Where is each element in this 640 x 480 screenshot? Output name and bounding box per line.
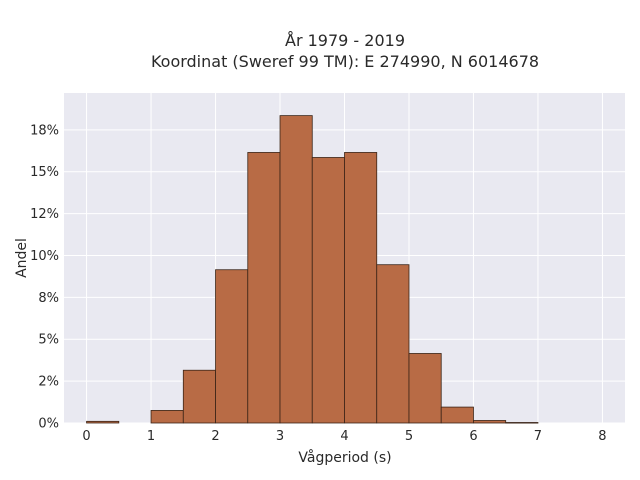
y-tick-label-1: 2% <box>38 375 59 390</box>
bar-2 <box>150 410 184 424</box>
x-tick-label-5: 5 <box>405 429 413 444</box>
bar-4 <box>215 269 249 424</box>
y-tick-label-6: 15% <box>30 165 59 180</box>
x-tick-label-1: 1 <box>147 429 155 444</box>
x-tick-label-6: 6 <box>469 429 477 444</box>
bar-6 <box>279 115 313 424</box>
bar-0 <box>86 420 120 424</box>
x-axis-label: Vågperiod (s) <box>298 449 391 466</box>
y-tick-label-5: 12% <box>30 207 59 222</box>
bar-11 <box>440 406 474 424</box>
y-ticks: 0% 2% 5% 8% 10% 12% 15% 18% <box>30 123 59 431</box>
y-tick-label-0: 0% <box>38 417 59 432</box>
x-tick-label-2: 2 <box>211 429 219 444</box>
x-tick-label-8: 8 <box>598 429 606 444</box>
bar-8 <box>344 152 378 424</box>
bar-10 <box>408 353 442 424</box>
bar-13 <box>505 422 539 424</box>
x-tick-label-4: 4 <box>340 429 348 444</box>
x-tick-label-7: 7 <box>534 429 542 444</box>
y-axis-label: Andel <box>14 238 30 278</box>
bar-9 <box>376 264 410 424</box>
x-ticks: 0 1 2 3 4 5 6 7 8 <box>82 429 606 444</box>
x-tick-label-3: 3 <box>276 429 284 444</box>
bars <box>86 115 539 424</box>
x-tick-label-0: 0 <box>82 429 90 444</box>
bar-3 <box>182 369 216 424</box>
y-tick-label-2: 5% <box>38 333 59 348</box>
y-tick-label-3: 8% <box>38 291 59 306</box>
y-tick-label-4: 10% <box>30 249 59 264</box>
chart-title-line2: Koordinat (Sweref 99 TM): E 274990, N 60… <box>151 52 539 71</box>
bar-5 <box>247 152 281 424</box>
chart-title-line1: År 1979 - 2019 <box>285 31 405 50</box>
bar-12 <box>473 420 507 424</box>
bar-7 <box>311 157 345 424</box>
y-tick-label-7: 18% <box>30 123 59 138</box>
